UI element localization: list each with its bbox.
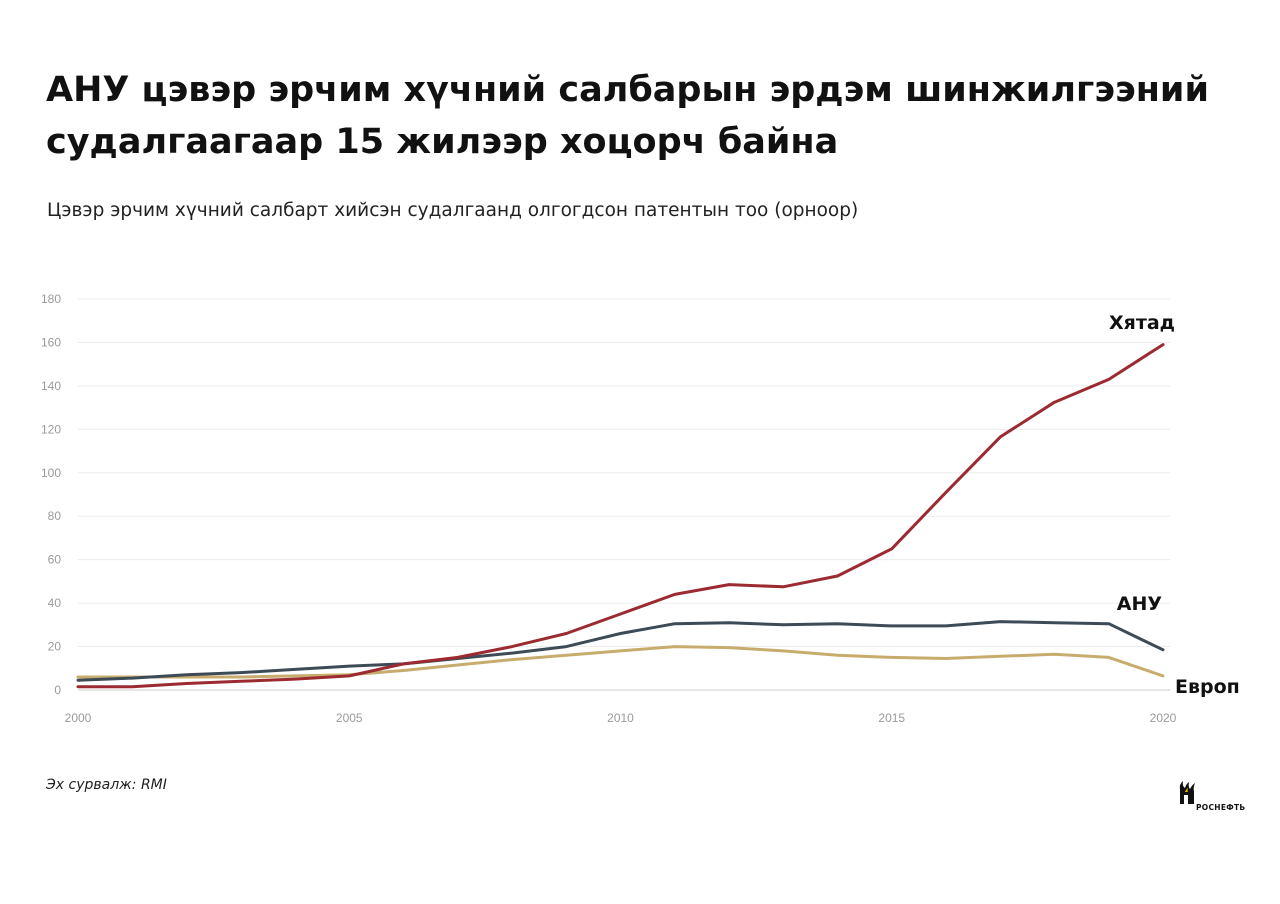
y-axis-tick-labels: 0 20 40 60 80 100 120 140 160 180 xyxy=(41,292,61,697)
rosneft-logo-icon xyxy=(1179,781,1195,804)
series-label-1: АНУ xyxy=(1117,593,1163,615)
y-tick-label: 20 xyxy=(48,640,62,654)
x-tick-label: 2010 xyxy=(607,711,634,725)
y-tick-label: 160 xyxy=(41,335,61,349)
y-tick-label: 0 xyxy=(54,683,61,697)
chart-title-line-2: судалгаагаар 15 жилээр хоцорч байна xyxy=(46,122,839,162)
y-tick-label: 120 xyxy=(41,422,61,436)
chart-title-line-1: АНУ цэвэр эрчим хүчний салбарын эрдэм ши… xyxy=(46,70,1209,110)
series-line-1 xyxy=(76,620,1165,682)
chart-subtitle: Цэвэр эрчим хүчний салбарт хийсэн судалг… xyxy=(47,200,859,221)
y-tick-label: 60 xyxy=(48,553,62,567)
y-tick-label: 40 xyxy=(48,596,62,610)
chart-series-labels: Хятад АНУ Европ xyxy=(1109,312,1240,698)
x-tick-label: 2015 xyxy=(878,711,905,725)
y-tick-label: 180 xyxy=(41,292,61,306)
chart-title: АНУ цэвэр эрчим хүчний салбарын эрдэм ши… xyxy=(46,64,1246,168)
x-tick-label: 2005 xyxy=(336,711,363,725)
y-tick-label: 100 xyxy=(41,466,61,480)
chart-series-lines xyxy=(76,343,1165,689)
chart-gridlines xyxy=(78,298,1170,691)
x-axis-tick-labels: 2000 2005 2010 2015 2020 xyxy=(65,711,1177,725)
rosneft-logo-text: РОСНЕФТЬ xyxy=(1196,803,1246,812)
x-tick-label: 2020 xyxy=(1150,711,1177,725)
rosneft-logo: РОСНЕФТЬ xyxy=(1176,780,1268,814)
x-tick-label: 2000 xyxy=(65,711,92,725)
series-label-0: Хятад xyxy=(1109,312,1175,334)
y-tick-label: 140 xyxy=(41,379,61,393)
y-tick-label: 80 xyxy=(48,509,62,523)
series-label-2: Европ xyxy=(1175,676,1240,698)
source-note: Эх сурвалж: RMI xyxy=(46,777,167,793)
line-chart: 0 20 40 60 80 100 120 140 160 180 2000 2005 2010 201… xyxy=(41,292,1240,725)
series-line-2 xyxy=(76,645,1165,679)
series-line-0 xyxy=(76,343,1165,689)
